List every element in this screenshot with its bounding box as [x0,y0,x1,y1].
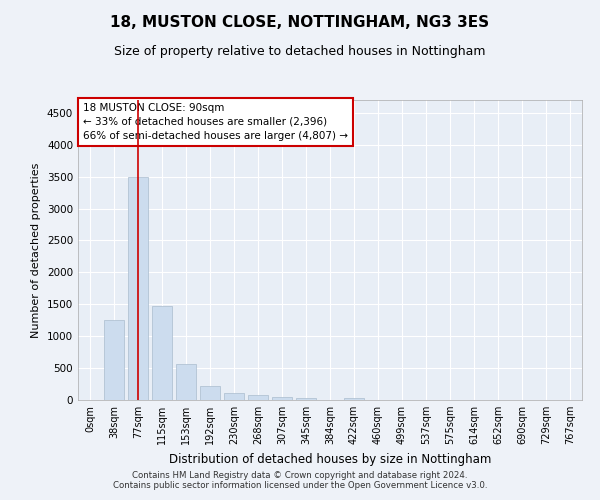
Bar [200,386,220,400]
Text: 18 MUSTON CLOSE: 90sqm
← 33% of detached houses are smaller (2,396)
66% of semi-: 18 MUSTON CLOSE: 90sqm ← 33% of detached… [83,103,348,141]
Bar [152,306,172,400]
Text: Contains HM Land Registry data © Crown copyright and database right 2024.
Contai: Contains HM Land Registry data © Crown c… [113,470,487,490]
Text: 18, MUSTON CLOSE, NOTTINGHAM, NG3 3ES: 18, MUSTON CLOSE, NOTTINGHAM, NG3 3ES [110,15,490,30]
Bar [176,364,196,400]
Text: Size of property relative to detached houses in Nottingham: Size of property relative to detached ho… [114,45,486,58]
Bar [344,398,364,400]
Bar [272,397,292,400]
Bar [104,320,124,400]
Bar [128,176,148,400]
Bar [296,398,316,400]
X-axis label: Distribution of detached houses by size in Nottingham: Distribution of detached houses by size … [169,452,491,466]
Bar [248,395,268,400]
Bar [224,393,244,400]
Y-axis label: Number of detached properties: Number of detached properties [31,162,41,338]
